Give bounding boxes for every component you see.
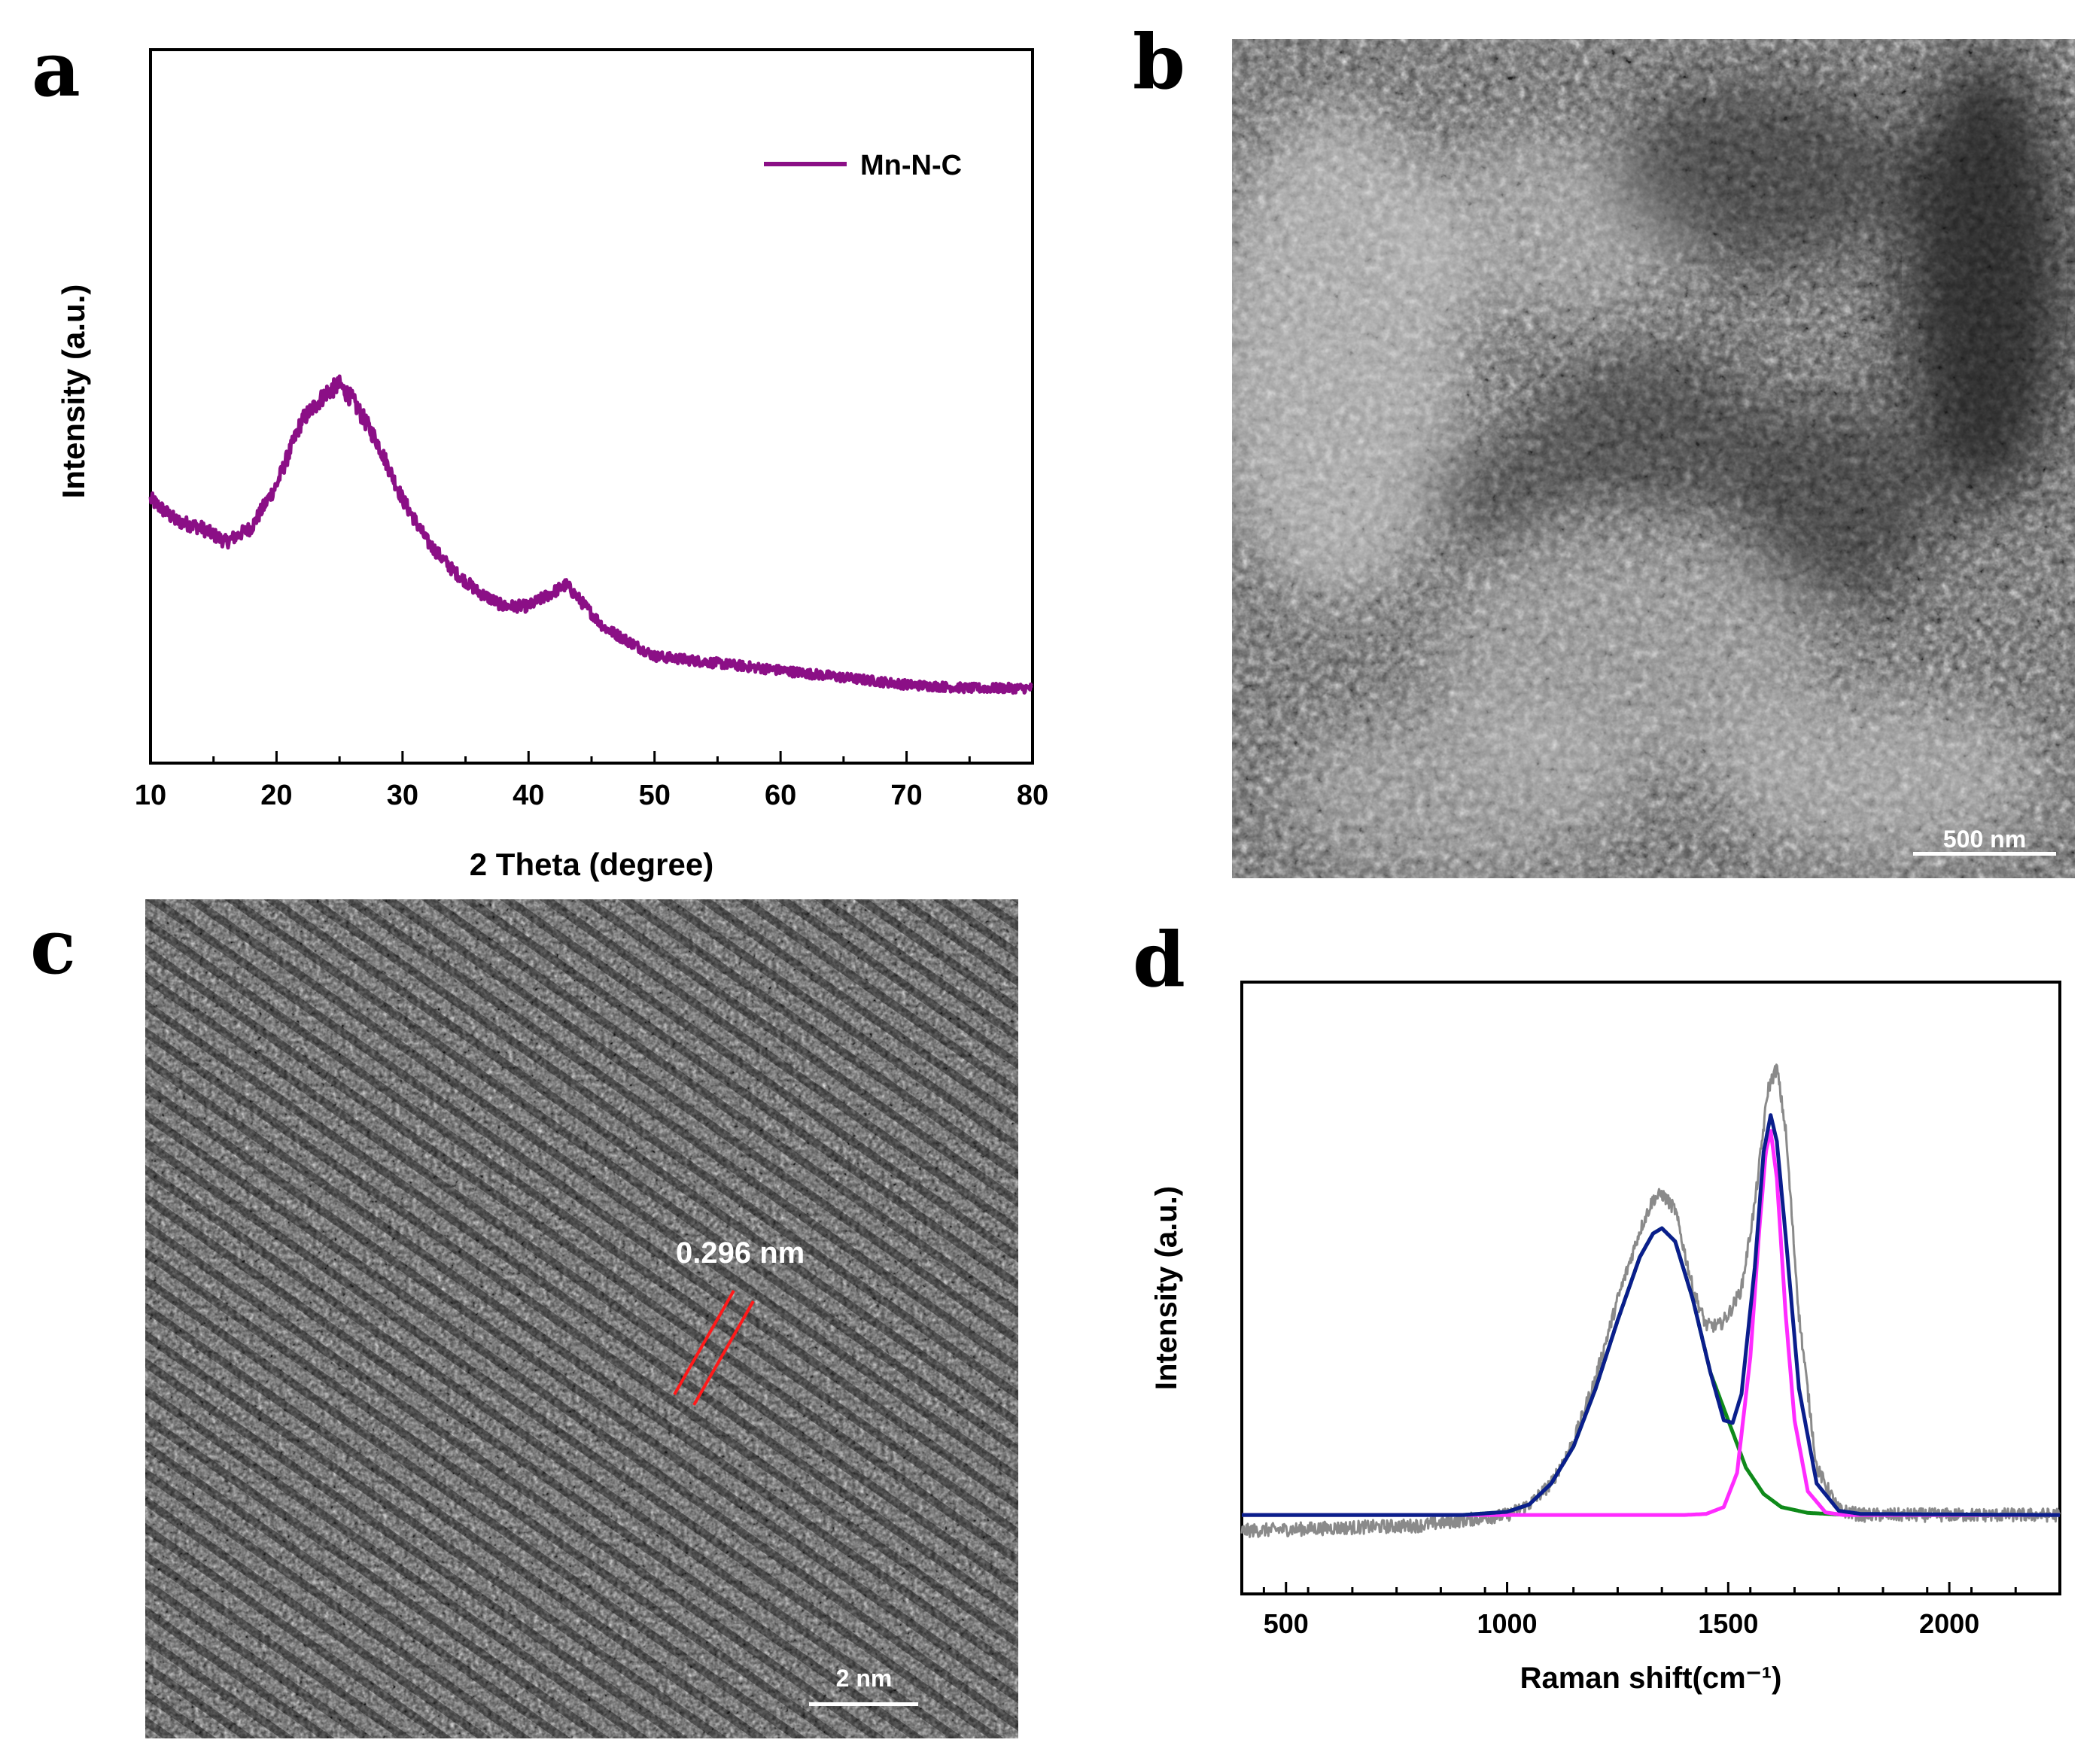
x-tick-label-a: 10 xyxy=(135,780,166,811)
x-tick-label-a: 30 xyxy=(387,780,418,811)
lattice-marker xyxy=(673,1290,755,1406)
lattice-line-1 xyxy=(673,1290,735,1395)
hrtem-image: 0.296 nm 2 nm xyxy=(145,899,1018,1738)
chart-a: 10 20 30 40 50 60 70 80 2 Theta (degree) Intensit… xyxy=(56,48,1048,882)
x-tick-label-a: 70 xyxy=(890,780,922,811)
y-axis-label-a: Intensity (a.u.) xyxy=(56,284,91,499)
x-tick-label-d: 1500 xyxy=(1698,1608,1758,1639)
x-tick-label-a: 80 xyxy=(1017,780,1048,811)
panel-label-b: b xyxy=(1133,17,1185,106)
x-tick-label-a: 60 xyxy=(765,780,796,811)
legend-label-mn-n-c: Mn-N-C xyxy=(860,150,962,181)
sem-texture xyxy=(1232,39,2075,878)
lattice-spacing-label: 0.296 nm xyxy=(676,1236,805,1270)
hrtem-texture xyxy=(145,899,1018,1738)
x-tick-label-d: 2000 xyxy=(1919,1608,1979,1639)
series-fit-total xyxy=(1240,1113,2061,1517)
sem-image: 500 nm xyxy=(1232,39,2075,878)
x-tick-label-a: 50 xyxy=(639,780,671,811)
chart-d: 500 1000 1500 2000 Raman shift(cm⁻¹) Intensit… xyxy=(1150,981,2061,1695)
series-fit-g-band xyxy=(1240,1129,2061,1517)
x-axis-label-d: Raman shift(cm⁻¹) xyxy=(1520,1662,1782,1695)
x-axis-label-a: 2 Theta (degree) xyxy=(470,847,713,882)
scale-bar-label-c: 2 nm xyxy=(835,1665,893,1692)
series-fit-d-band xyxy=(1240,1226,2061,1517)
x-tick-label-d: 500 xyxy=(1264,1608,1309,1639)
y-axis-label-d: Intensity (a.u.) xyxy=(1150,1186,1183,1390)
panel-label-a: a xyxy=(32,25,81,114)
scale-bar-label-b: 500 nm xyxy=(1942,826,2027,853)
series-line-mn-n-c xyxy=(148,374,1034,695)
x-tick-label-a: 20 xyxy=(260,780,292,811)
scale-bar-c xyxy=(809,1702,918,1706)
x-tick-label-d: 1000 xyxy=(1477,1608,1537,1639)
scale-bar-b xyxy=(1913,852,2056,856)
plot-frame-d xyxy=(1240,981,2061,1595)
series-raw xyxy=(1240,1063,2061,1538)
panel-label-d: d xyxy=(1133,915,1185,1004)
x-tick-label-a: 40 xyxy=(513,780,544,811)
lattice-line-2 xyxy=(692,1300,755,1406)
panel-label-c: c xyxy=(30,902,76,991)
